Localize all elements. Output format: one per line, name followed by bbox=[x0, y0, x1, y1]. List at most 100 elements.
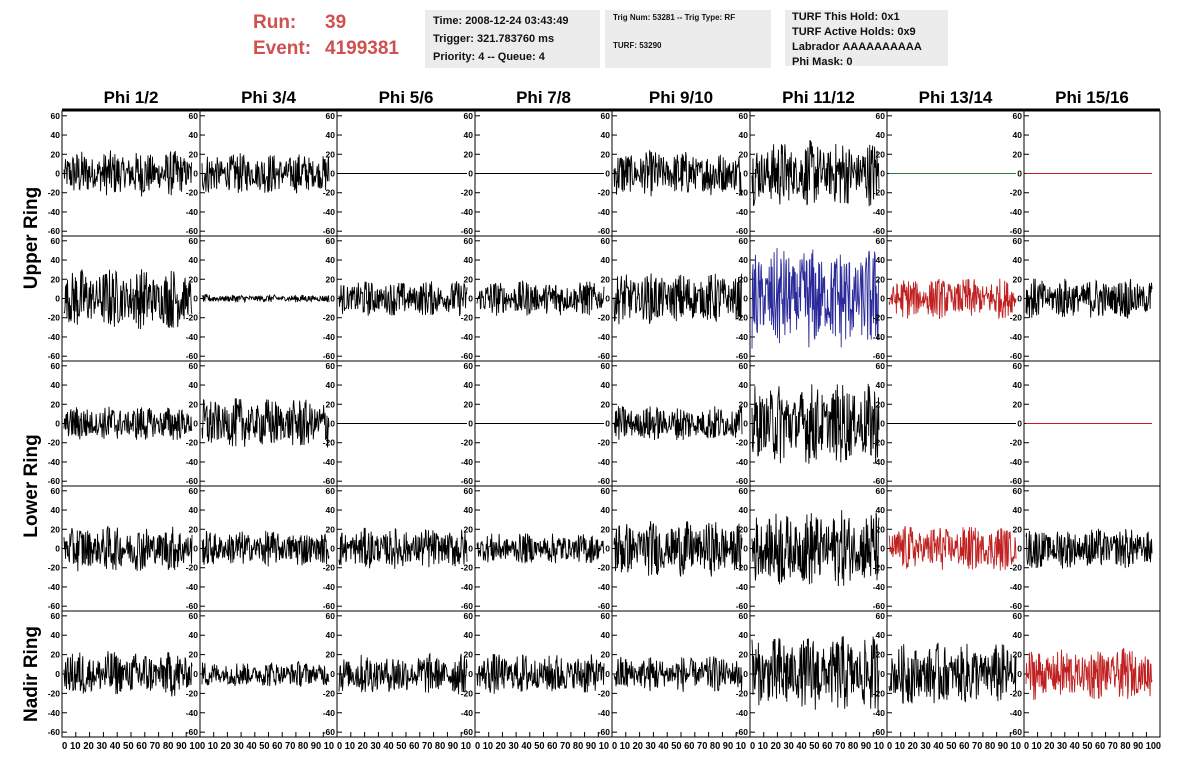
y-tick-label: -60 bbox=[1010, 727, 1023, 737]
y-tick-label: -20 bbox=[323, 688, 336, 698]
y-tick-label: 20 bbox=[189, 274, 199, 284]
y-tick-label: -60 bbox=[873, 351, 886, 361]
waveform-trace bbox=[888, 278, 1017, 320]
y-tick-label: 40 bbox=[464, 380, 474, 390]
x-axis-labels-last: 0 10 20 30 40 50 60 70 80 90 100 bbox=[1024, 741, 1161, 752]
y-tick-label: 0 bbox=[330, 419, 335, 429]
waveform-trace bbox=[338, 281, 468, 317]
y-tick-label: 0 bbox=[468, 294, 473, 304]
y-tick-label: -40 bbox=[461, 708, 474, 718]
waveform-trace bbox=[63, 651, 193, 697]
waveform-trace bbox=[476, 533, 605, 564]
y-tick-label: 0 bbox=[743, 294, 748, 304]
y-tick-label: -60 bbox=[48, 226, 61, 236]
y-tick-label: -60 bbox=[323, 351, 336, 361]
y-tick-label: -60 bbox=[736, 351, 749, 361]
y-tick-label: 60 bbox=[326, 611, 336, 621]
y-tick-label: -40 bbox=[186, 582, 199, 592]
y-tick-label: 0 bbox=[193, 544, 198, 554]
y-tick-label: 0 bbox=[880, 169, 885, 179]
y-tick-label: 20 bbox=[739, 399, 749, 409]
y-tick-label: -20 bbox=[186, 313, 199, 323]
y-tick-label: -40 bbox=[186, 332, 199, 342]
y-tick-label: -40 bbox=[48, 708, 61, 718]
y-tick-label: -60 bbox=[48, 476, 61, 486]
waveform-trace bbox=[613, 273, 743, 325]
y-tick-label: 40 bbox=[601, 130, 611, 140]
y-tick-label: -60 bbox=[48, 601, 61, 611]
x-axis-labels: 0 10 20 30 40 50 60 70 80 90 10 bbox=[200, 741, 334, 752]
y-tick-label: -20 bbox=[736, 438, 749, 448]
y-tick-label: 20 bbox=[876, 149, 886, 159]
y-tick-label: 20 bbox=[51, 650, 61, 660]
y-tick-label: 0 bbox=[743, 669, 748, 679]
y-tick-label: 20 bbox=[326, 524, 336, 534]
y-tick-label: -40 bbox=[1010, 457, 1023, 467]
y-tick-label: 20 bbox=[326, 399, 336, 409]
y-tick-label: 0 bbox=[743, 169, 748, 179]
waveform-trace bbox=[201, 660, 330, 687]
y-tick-label: 20 bbox=[876, 274, 886, 284]
y-tick-label: -20 bbox=[461, 188, 474, 198]
y-tick-label: 0 bbox=[330, 544, 335, 554]
y-tick-label: 0 bbox=[468, 544, 473, 554]
y-tick-label: 0 bbox=[605, 669, 610, 679]
y-tick-label: 60 bbox=[601, 486, 611, 496]
y-tick-label: -20 bbox=[461, 688, 474, 698]
y-tick-label: 20 bbox=[1013, 524, 1023, 534]
x-axis-labels: 0 10 20 30 40 50 60 70 80 90 10 bbox=[887, 741, 1021, 752]
y-tick-label: -60 bbox=[736, 727, 749, 737]
y-tick-label: -20 bbox=[598, 313, 611, 323]
y-tick-label: -40 bbox=[736, 708, 749, 718]
y-tick-label: 0 bbox=[743, 544, 748, 554]
waveform-trace bbox=[201, 530, 330, 567]
y-tick-label: 20 bbox=[464, 399, 474, 409]
y-tick-label: -60 bbox=[1010, 351, 1023, 361]
y-tick-label: 20 bbox=[739, 650, 749, 660]
y-tick-label: -20 bbox=[873, 563, 886, 573]
y-tick-label: -40 bbox=[323, 457, 336, 467]
y-tick-label: 40 bbox=[326, 505, 336, 515]
column-header: Phi 13/14 bbox=[919, 88, 993, 107]
event-label: Event: bbox=[253, 38, 312, 59]
waveform-trace bbox=[1025, 278, 1153, 319]
y-tick-label: 0 bbox=[1017, 294, 1022, 304]
column-header: Phi 15/16 bbox=[1055, 88, 1129, 107]
y-tick-label: 40 bbox=[51, 130, 61, 140]
trig-num-text: Trig Num: 53281 -- Trig Type: RF bbox=[613, 13, 736, 22]
y-tick-label: 20 bbox=[326, 274, 336, 284]
y-tick-label: 60 bbox=[876, 611, 886, 621]
y-tick-label: 60 bbox=[1013, 111, 1023, 121]
y-tick-label: -20 bbox=[48, 438, 61, 448]
y-tick-label: 60 bbox=[326, 361, 336, 371]
y-tick-label: -60 bbox=[736, 601, 749, 611]
y-tick-label: 0 bbox=[743, 419, 748, 429]
waveform-trace bbox=[63, 525, 193, 572]
y-tick-label: 0 bbox=[1017, 169, 1022, 179]
y-tick-label: -40 bbox=[598, 708, 611, 718]
phi-mask-text: Phi Mask: 0 bbox=[792, 56, 853, 68]
y-tick-label: -40 bbox=[873, 708, 886, 718]
y-tick-label: 0 bbox=[193, 419, 198, 429]
y-tick-label: -60 bbox=[598, 727, 611, 737]
y-tick-label: 20 bbox=[464, 149, 474, 159]
y-tick-label: 60 bbox=[876, 236, 886, 246]
y-tick-label: -20 bbox=[1010, 313, 1023, 323]
y-tick-label: 40 bbox=[326, 130, 336, 140]
y-tick-label: 40 bbox=[739, 505, 749, 515]
y-tick-label: 60 bbox=[739, 611, 749, 621]
y-tick-label: 60 bbox=[189, 611, 199, 621]
y-tick-label: -60 bbox=[736, 226, 749, 236]
y-tick-label: 20 bbox=[876, 524, 886, 534]
y-tick-label: 60 bbox=[189, 111, 199, 121]
y-tick-label: 60 bbox=[601, 236, 611, 246]
y-tick-label: -20 bbox=[1010, 688, 1023, 698]
y-tick-label: 60 bbox=[1013, 611, 1023, 621]
y-tick-label: 60 bbox=[601, 111, 611, 121]
y-tick-label: 0 bbox=[468, 419, 473, 429]
y-tick-label: -20 bbox=[461, 563, 474, 573]
y-tick-label: 60 bbox=[739, 486, 749, 496]
column-header: Phi 11/12 bbox=[782, 88, 855, 107]
y-tick-label: 20 bbox=[51, 399, 61, 409]
